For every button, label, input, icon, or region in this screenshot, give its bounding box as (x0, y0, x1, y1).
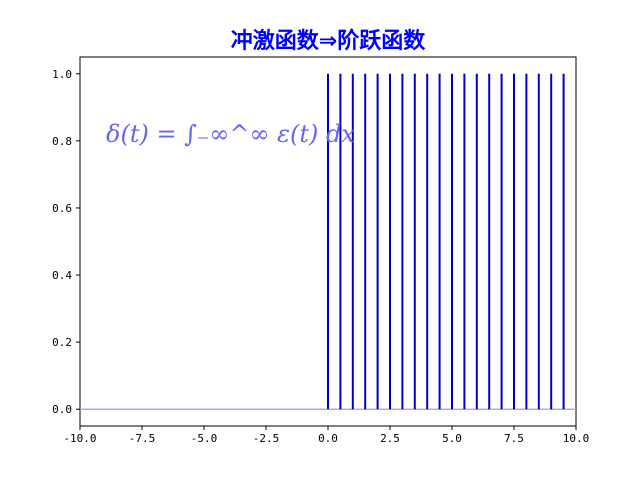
y-tick-label: 0.4 (52, 269, 72, 282)
x-tick-label: 10.0 (563, 432, 590, 445)
y-tick-label: 0.8 (52, 135, 72, 148)
x-tick-label: 0.0 (318, 432, 338, 445)
chart-title: 冲激函数⇒阶跃函数 (231, 28, 426, 54)
x-tick-label: 7.5 (504, 432, 524, 445)
x-tick-label: -2.5 (253, 432, 280, 445)
y-tick-label: 1.0 (52, 68, 72, 81)
x-tick-label: -5.0 (191, 432, 218, 445)
x-tick-label: -7.5 (129, 432, 156, 445)
y-tick-label: 0.0 (52, 403, 72, 416)
x-tick-label: -10.0 (63, 432, 96, 445)
y-tick-label: 0.6 (52, 202, 72, 215)
x-axis-ticks: -10.0 -7.5 -5.0 -2.5 0.0 2.5 5.0 7.5 10.0 (63, 426, 589, 445)
y-axis-ticks: 0.0 0.2 0.4 0.6 0.8 1.0 (52, 68, 80, 416)
x-tick-label: 2.5 (380, 432, 400, 445)
y-tick-label: 0.2 (52, 336, 72, 349)
x-tick-label: 5.0 (442, 432, 462, 445)
formula-annotation: δ(t) = ∫₋∞^∞ ε(t) dx (106, 120, 355, 148)
impulse-layer (327, 73, 565, 410)
